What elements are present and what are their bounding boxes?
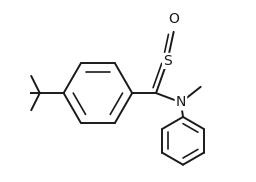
Text: S: S bbox=[163, 54, 172, 68]
Text: O: O bbox=[168, 12, 179, 26]
Text: N: N bbox=[176, 95, 186, 109]
